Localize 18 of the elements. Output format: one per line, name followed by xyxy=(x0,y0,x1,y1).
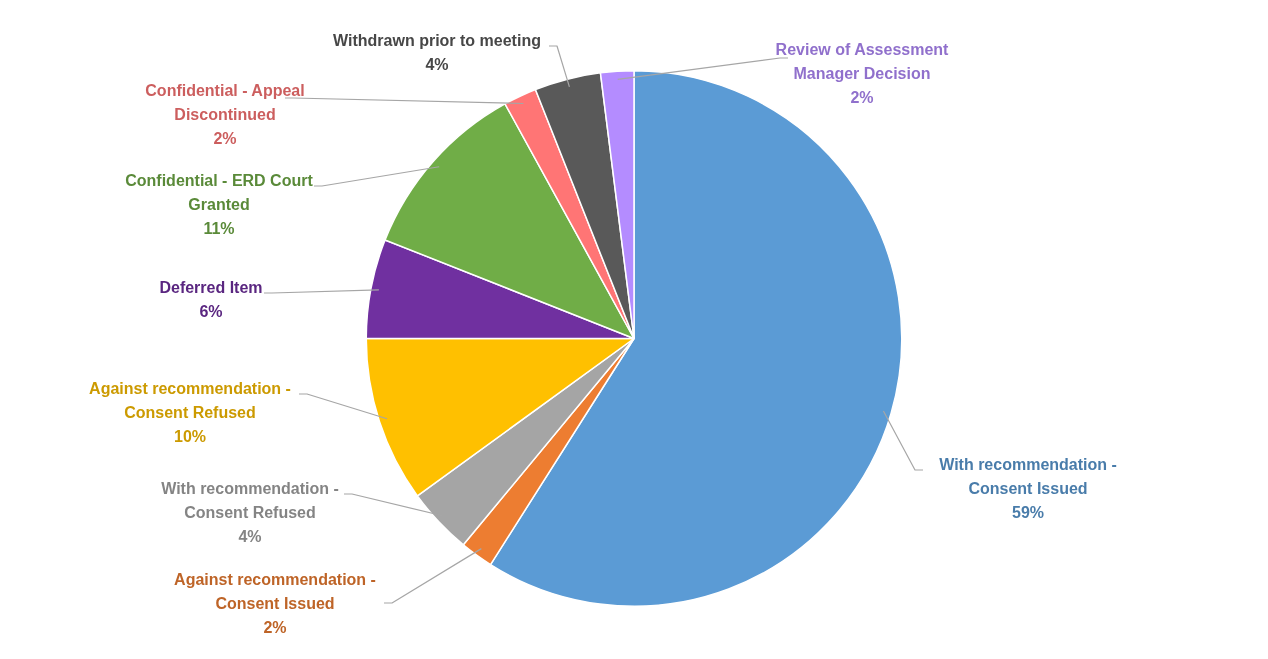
slice-label: Against recommendation - Consent Refused xyxy=(89,380,291,422)
slice-label: Against recommendation - Consent Issued xyxy=(174,571,376,613)
data-label: 2% xyxy=(263,619,287,637)
slice-label: Deferred Item xyxy=(159,279,263,297)
data-label: 4% xyxy=(425,56,449,74)
slice-label: Confidential - Appeal Discontinued xyxy=(145,82,305,124)
data-label: 2% xyxy=(213,130,237,148)
slice-label: Review of Assessment Manager Decision xyxy=(775,41,950,83)
slice-label: Confidential - ERD Court Granted xyxy=(125,172,314,214)
data-label: 2% xyxy=(850,89,874,107)
data-label: 11% xyxy=(203,220,235,238)
data-label: 6% xyxy=(199,303,223,321)
slice-label: Withdrawn prior to meeting xyxy=(333,32,541,50)
data-label: 4% xyxy=(238,528,262,546)
data-label: 59% xyxy=(1011,504,1045,522)
data-label: 10% xyxy=(173,428,207,446)
slice-label: With recommendation - Consent Issued xyxy=(939,456,1117,498)
slice-label: With recommendation - Consent Refused xyxy=(161,480,339,522)
